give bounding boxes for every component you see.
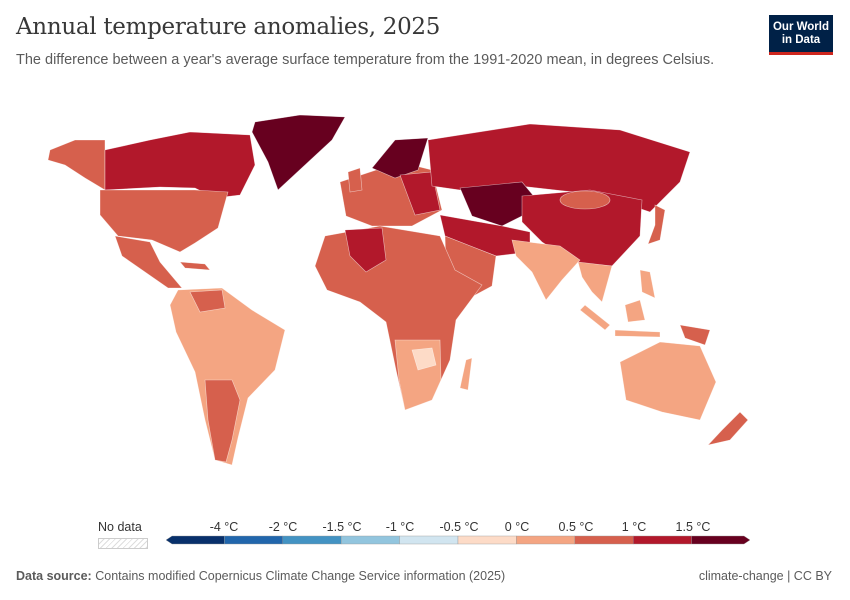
logo-line-2: in Data (781, 33, 821, 46)
region-scandinavia[interactable] (371, 137, 429, 179)
region-india[interactable] (511, 239, 581, 301)
region-zambia-area[interactable] (411, 347, 437, 371)
legend-bin[interactable] (691, 535, 751, 545)
legend-tick: 1.5 °C (675, 520, 711, 534)
color-legend: No data -4 °C -2 °C -1.5 °C -1 °C -0.5 °… (0, 515, 850, 555)
owid-logo[interactable]: Our World in Data (769, 15, 833, 55)
region-australia[interactable] (619, 341, 717, 421)
region-southeast-asia[interactable] (577, 261, 613, 303)
chart-subtitle: The difference between a year's average … (16, 52, 715, 68)
region-new-zealand[interactable] (707, 411, 749, 446)
legend-bin[interactable] (574, 535, 634, 545)
region-madagascar[interactable] (459, 357, 473, 391)
region-venezuela[interactable] (189, 289, 226, 313)
region-canada[interactable] (104, 131, 256, 199)
legend-bin[interactable] (516, 535, 576, 545)
legend-tick: 0 °C (504, 520, 530, 534)
legend-bin[interactable] (165, 535, 225, 545)
region-philippines[interactable] (639, 269, 656, 299)
legend-tick: -4 °C (209, 520, 239, 534)
region-caribbean[interactable] (179, 261, 211, 271)
region-usa[interactable] (99, 189, 229, 253)
legend-bin[interactable] (224, 535, 283, 545)
legend-bin[interactable] (341, 535, 400, 545)
legend-tick: -0.5 °C (439, 520, 479, 534)
world-map (47, 114, 749, 466)
region-mexico-central-america[interactable] (114, 235, 183, 289)
data-source-label: Data source: (16, 569, 92, 583)
region-south-america[interactable] (169, 287, 286, 466)
legend-bin[interactable] (399, 535, 459, 545)
legend-tick: 0.5 °C (558, 520, 594, 534)
no-data-label: No data (98, 520, 142, 534)
region-russia[interactable] (427, 123, 691, 213)
logo-line-1: Our World (772, 20, 829, 33)
data-source-text[interactable]: Contains modified Copernicus Climate Cha… (95, 569, 506, 583)
region-alaska[interactable] (47, 139, 106, 191)
legend-tick: -2 °C (268, 520, 298, 534)
region-japan[interactable] (647, 204, 666, 245)
legend-color-bar (165, 535, 751, 545)
legend-tick: -1.5 °C (322, 520, 362, 534)
region-uk[interactable] (347, 167, 363, 193)
chart-title: Annual temperature anomalies, 2025 (16, 14, 441, 40)
region-greenland[interactable] (251, 114, 346, 191)
legend-bin[interactable] (633, 535, 692, 545)
data-source: Data source: Contains modified Copernicu… (16, 569, 505, 583)
region-papua-new-guinea[interactable] (679, 324, 711, 346)
region-indonesia[interactable] (579, 299, 661, 338)
region-argentina[interactable] (204, 379, 241, 463)
region-algeria[interactable] (344, 227, 387, 273)
legend-tick: -1 °C (385, 520, 415, 534)
legend-bin[interactable] (457, 535, 517, 545)
license[interactable]: climate-change | CC BY (698, 569, 832, 583)
no-data-swatch (98, 538, 148, 549)
legend-tick: 1 °C (621, 520, 647, 534)
region-mongolia[interactable] (559, 190, 611, 210)
legend-bin[interactable] (282, 535, 342, 545)
region-eastern-europe[interactable] (399, 171, 441, 216)
